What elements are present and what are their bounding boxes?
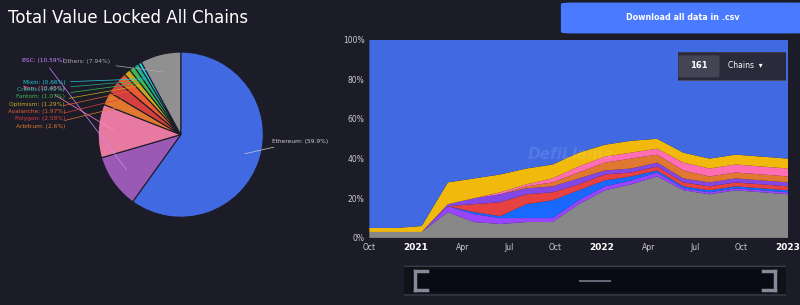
- Wedge shape: [104, 92, 181, 135]
- Text: Optimism: (1.29%): Optimism: (1.29%): [10, 86, 136, 106]
- Text: Others: (7.94%): Others: (7.94%): [63, 59, 162, 72]
- Text: DefiLlama: DefiLlama: [527, 147, 614, 162]
- Text: Arbitrum: (2.6%): Arbitrum: (2.6%): [16, 107, 120, 129]
- Wedge shape: [118, 74, 181, 135]
- Wedge shape: [125, 70, 181, 135]
- Text: Download all data in .csv: Download all data in .csv: [626, 13, 740, 23]
- Text: Cronos: (0.95%): Cronos: (0.95%): [18, 81, 143, 92]
- Wedge shape: [142, 52, 181, 135]
- Text: Mixin: (0.66%): Mixin: (0.66%): [22, 79, 146, 85]
- FancyBboxPatch shape: [561, 2, 800, 34]
- Text: Fantom: (1.07%): Fantom: (1.07%): [16, 83, 140, 99]
- Wedge shape: [134, 64, 181, 135]
- Wedge shape: [102, 135, 181, 202]
- Wedge shape: [138, 62, 181, 135]
- Text: Tron: (10.45%): Tron: (10.45%): [22, 86, 114, 130]
- FancyBboxPatch shape: [396, 266, 794, 295]
- FancyBboxPatch shape: [673, 52, 790, 81]
- Text: 161: 161: [690, 61, 708, 70]
- FancyBboxPatch shape: [678, 55, 719, 77]
- Wedge shape: [110, 81, 181, 135]
- Text: Ethereum: (59.9%): Ethereum: (59.9%): [245, 139, 328, 154]
- Text: Total Value Locked All Chains: Total Value Locked All Chains: [8, 9, 248, 27]
- Text: Avalanche: (1.97%): Avalanche: (1.97%): [8, 91, 131, 114]
- Wedge shape: [133, 52, 263, 217]
- Text: Chains  ▾: Chains ▾: [728, 61, 762, 70]
- Wedge shape: [130, 66, 181, 135]
- Text: Polygon: (2.58%): Polygon: (2.58%): [14, 98, 126, 121]
- FancyBboxPatch shape: [412, 270, 778, 292]
- Text: BSC: (10.59%): BSC: (10.59%): [22, 58, 126, 170]
- Wedge shape: [98, 105, 181, 158]
